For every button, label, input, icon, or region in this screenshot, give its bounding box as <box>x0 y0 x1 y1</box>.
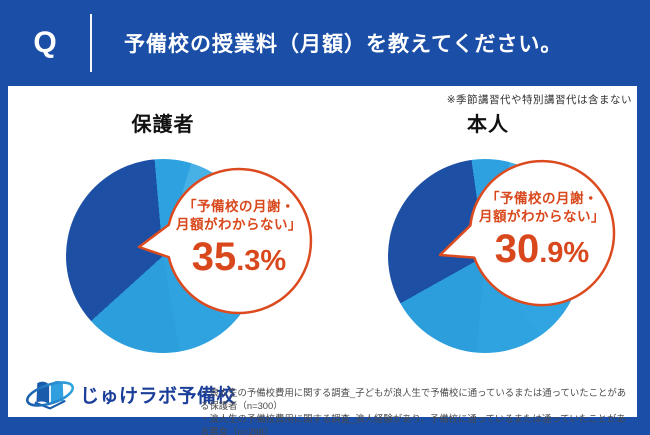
survey-source-line1: ・浪人生の予備校費用に関する調査_子どもが浪人生で予備校に通っているまたは通って… <box>200 387 627 411</box>
callout-bubble-student <box>438 159 616 307</box>
brand-logo-text: じゅけラボ予備校 <box>80 385 237 407</box>
survey-source: ・浪人生の予備校費用に関する調査_子どもが浪人生で予備校に通っているまたは通って… <box>200 386 635 435</box>
percent-main: 30 <box>494 227 540 271</box>
callout-line1: 「予備校の月謝・ <box>183 199 295 214</box>
callout-line2: 月額がわからない」 <box>479 209 605 224</box>
callout-line1: 「予備校の月謝・ <box>486 191 598 206</box>
callout-percent-student: 30.9% <box>457 229 627 269</box>
brand-logo: じゅけラボ予備校 <box>24 372 236 416</box>
chart-title-guardian: 保護者 <box>131 114 195 136</box>
percent-rest: .9% <box>539 237 590 269</box>
content-panel: ※季節講習代や特別講習代は含まない 保護者 「予備校の月謝・ 月額がわからない」… <box>8 86 637 435</box>
percent-rest: .3% <box>236 245 287 277</box>
survey-source-line2: ・浪人生の予備校費用に関する調査_浪人経験があり、予備校に通っているまたは通って… <box>200 413 626 435</box>
book-orbit-logo-icon <box>26 380 74 410</box>
callout-text-student: 「予備校の月謝・ 月額がわからない」 30.9% <box>457 190 627 269</box>
callout-line2: 月額がわからない」 <box>176 217 302 232</box>
callout-text-guardian: 「予備校の月謝・ 月額がわからない」 35.3% <box>154 198 324 277</box>
callout-percent-guardian: 35.3% <box>154 237 324 277</box>
header-divider <box>90 14 92 72</box>
question-title: 予備校の授業料（月額）を教えてください。 <box>124 33 563 56</box>
chart-title-student: 本人 <box>467 114 509 136</box>
callout-bubble-guardian <box>137 167 313 315</box>
q-badge: Q <box>33 26 57 59</box>
disclaimer-note: ※季節講習代や特別講習代は含まない <box>446 94 632 106</box>
percent-main: 35 <box>191 235 237 279</box>
question-header: Q 予備校の授業料（月額）を教えてください。 <box>0 0 650 86</box>
